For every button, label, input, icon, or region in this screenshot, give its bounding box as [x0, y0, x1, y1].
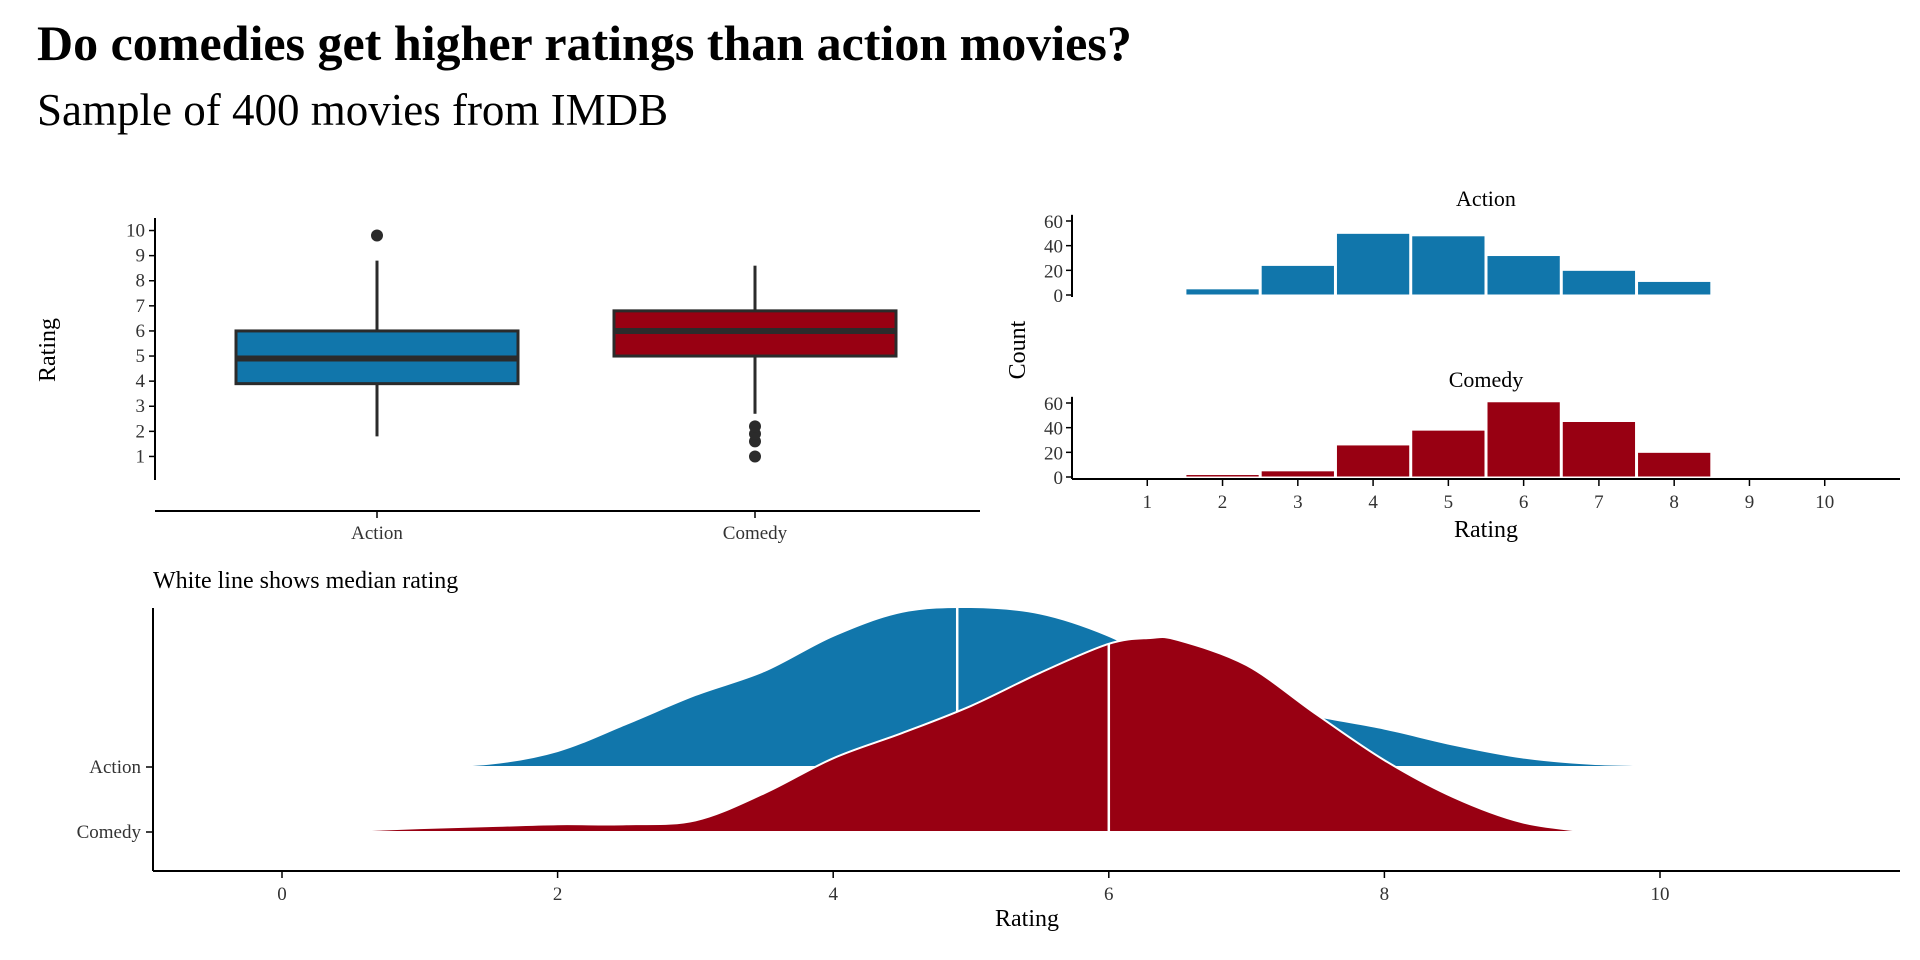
box-outlier-point	[749, 450, 761, 463]
histogram-bar	[1411, 429, 1486, 478]
histogram-x-tick-label: 6	[1519, 492, 1529, 513]
chart-subtitle: Sample of 400 movies from IMDB	[37, 85, 669, 135]
histogram-y-axis-title: Count	[1005, 320, 1031, 379]
ridgeline-x-tick-label: 2	[553, 884, 563, 905]
ridgeline-panel: White line shows median rating Action Come…	[77, 568, 1900, 932]
ridgeline-x-axis-title: Rating	[995, 906, 1059, 932]
histogram-x-tick-label: 2	[1218, 492, 1228, 513]
histogram-bar	[1185, 288, 1260, 296]
histogram-bar	[1561, 421, 1637, 478]
boxplot-y-tick-label: 8	[136, 271, 146, 292]
ridgeline-x-tick-label: 8	[1380, 884, 1390, 905]
boxplot-y-tick-label: 1	[136, 446, 146, 467]
ridgeline-annotation: White line shows median rating	[153, 568, 458, 594]
histogram-x-tick-label: 7	[1594, 492, 1604, 513]
histogram-x-tick-label: 10	[1815, 492, 1834, 513]
histogram-x-tick-label: 4	[1368, 492, 1378, 513]
histogram-y-tick-label: 20	[1044, 261, 1063, 282]
histogram-y-tick-label: 40	[1044, 237, 1063, 258]
histogram-bar	[1561, 269, 1637, 296]
chart-title: Do comedies get higher ratings than acti…	[37, 15, 1132, 71]
boxplot-y-tick-label: 5	[136, 346, 146, 367]
histogram-bar	[1335, 232, 1411, 296]
histogram-y-tick-label: 0	[1054, 286, 1064, 307]
boxplot-x-tick-label: Comedy	[723, 523, 788, 544]
histogram-y-tick-label: 0	[1054, 468, 1064, 489]
histogram-bar	[1486, 401, 1561, 478]
histogram-bar	[1260, 470, 1335, 478]
histogram-y-tick-label: 40	[1044, 419, 1063, 440]
ridgeline-x-tick-label: 4	[828, 884, 838, 905]
boxplot-y-tick-label: 4	[136, 371, 146, 392]
box-outlier-point	[371, 229, 383, 242]
histogram-bar	[1260, 264, 1335, 296]
boxplot-panel: 1 2 3 4 5 6 7 8 9 10 Rating Action Comedy	[35, 218, 980, 544]
histogram-x-tick-label: 5	[1444, 492, 1454, 513]
histogram-x-tick-label: 9	[1745, 492, 1755, 513]
histogram-y-tick-label: 60	[1044, 394, 1063, 415]
boxplot-y-tick-label: 2	[136, 421, 146, 442]
histogram-x-axis-title: Rating	[1454, 517, 1518, 543]
box-outlier-point	[749, 420, 761, 433]
histogram-bar	[1335, 444, 1411, 478]
histogram-facet-label: Action	[1456, 186, 1516, 211]
histogram-x-tick-label: 3	[1293, 492, 1303, 513]
ridgeline-x-tick-label: 10	[1651, 884, 1670, 905]
histogram-x-tick-label: 8	[1669, 492, 1679, 513]
boxplot-y-tick-label: 9	[136, 246, 146, 267]
histogram-bar	[1411, 235, 1486, 296]
histogram-x-tick-label: 1	[1143, 492, 1153, 513]
histogram-bar	[1486, 255, 1561, 296]
ridge-density-comedy	[323, 636, 1592, 833]
boxplot-y-tick-label: 6	[136, 321, 146, 342]
histogram-facet-label: Comedy	[1449, 367, 1524, 392]
ridgeline-y-tick-label: Action	[89, 757, 141, 778]
histogram-bar	[1185, 474, 1260, 478]
boxplot-x-tick-label: Action	[351, 523, 403, 544]
boxplot-y-tick-label: 3	[136, 396, 146, 417]
boxplot-y-tick-label: 7	[136, 296, 146, 317]
ridgeline-y-tick-label: Comedy	[77, 822, 142, 843]
ridgeline-x-tick-label: 6	[1104, 884, 1114, 905]
histogram-bar	[1637, 280, 1712, 296]
histogram-bar	[1637, 451, 1712, 478]
boxplot-y-tick-label: 10	[126, 221, 145, 242]
histogram-panel: Count Action 0 20 40 60 Comedy 0 20 40 60 1 2 3 4 5 6 7 8 9…	[1005, 186, 1900, 543]
boxplot-y-axis-title: Rating	[35, 318, 61, 382]
histogram-y-tick-label: 20	[1044, 443, 1063, 464]
ridgeline-x-tick-label: 0	[277, 884, 287, 905]
histogram-y-tick-label: 60	[1044, 212, 1063, 233]
